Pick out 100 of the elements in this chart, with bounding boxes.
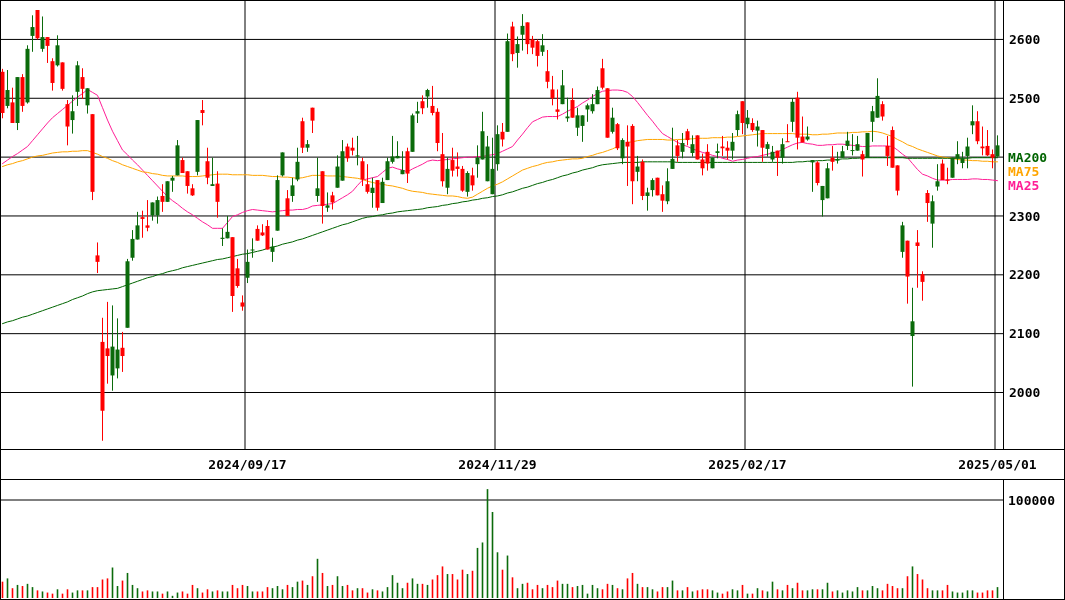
series-label: MA200 [1008,150,1048,166]
line-series [2,88,998,229]
candlestick [465,170,470,198]
candlestick [925,189,930,223]
candlestick [725,140,730,160]
candlestick [860,150,865,178]
y-tick-label: 2000 [1009,385,1041,401]
text: 100000 [1008,492,1056,508]
candlestick [910,287,915,388]
candlestick [265,219,270,251]
series-label: MA75 [1008,164,1040,180]
candlestick [930,194,935,249]
candlestick [500,122,505,148]
candlestick [285,189,290,217]
candlestick [85,87,90,115]
candlestick [875,77,880,119]
series-label: MA25 [1008,178,1040,194]
candlestick [760,129,765,163]
candlestick [165,180,170,203]
candlestick [790,97,795,133]
candlestick [415,101,420,124]
candlestick [680,132,685,159]
candlestick [315,157,320,203]
candlestick [470,167,475,192]
candlestick [745,109,750,129]
x-tick-label: 2024/11/29 [458,457,537,472]
candlestick [145,199,150,232]
candlestick [560,69,565,105]
candlestick [210,157,215,187]
candlestick [570,87,575,119]
candlestick [95,241,100,274]
candlestick [370,177,375,209]
y-tick-label: 2100 [1009,326,1041,342]
y-tick-label: 2200 [1009,267,1041,283]
candlestick [215,170,220,219]
candlestick [755,120,760,148]
x-tick-label: 2025/02/17 [708,457,787,472]
candlestick [325,191,330,213]
candlestick [540,33,545,57]
candlestick [55,34,60,67]
candlestick [580,114,585,143]
y-tick-label: 2300 [1009,208,1041,224]
y-tick-label: 2600 [1009,31,1041,47]
candlestick [845,131,850,151]
candlestick [310,107,315,134]
candlestick [40,15,45,53]
candlestick [990,148,995,169]
candlestick [70,94,75,135]
candlestick [815,160,820,186]
candlestick [155,196,160,225]
candlestick [665,167,670,205]
candlestick [730,132,735,160]
candlestick [365,163,370,195]
candlestick [10,87,15,124]
candlestick [705,143,710,172]
candlestick [65,99,70,146]
candlestick [915,229,920,289]
candlestick [205,147,210,185]
candlestick [405,147,410,184]
candlestick [280,151,285,178]
candlestick [975,110,980,145]
candlestick [645,187,650,212]
candlestick [160,183,165,213]
candlestick [250,237,255,259]
candlestick [420,94,425,115]
candlestick [515,35,520,69]
candlestick [545,49,550,89]
candlestick [555,88,560,120]
candlestick [920,270,925,302]
candlestick [445,157,450,195]
candlestick [600,58,605,90]
candlestick [740,100,745,135]
candlestick [935,163,940,192]
x-tick-label: 2025/05/01 [958,457,1037,472]
candlestick [5,69,10,109]
candlestick [520,13,525,52]
candlestick [425,88,430,109]
candlestick [675,139,680,163]
x-tick-label: 2024/09/17 [208,457,287,472]
candlestick [775,150,780,177]
candlestick [295,147,300,182]
candlestick [590,93,595,115]
candlestick [50,57,55,92]
candlestick [270,237,275,263]
candlestick [550,75,555,106]
candlestick [140,210,145,239]
candlestick [360,157,365,187]
candlestick [650,177,655,198]
candlestick [830,145,835,172]
candlestick [735,110,740,137]
candlestick [380,177,385,204]
candlestick [115,317,120,379]
candlestick [80,67,85,100]
candlestick [30,14,35,53]
candlestick [290,177,295,203]
candlestick [245,249,250,284]
candlestick [970,104,975,135]
candlestick [610,107,615,135]
candlestick [355,135,360,166]
candlestick [880,100,885,122]
